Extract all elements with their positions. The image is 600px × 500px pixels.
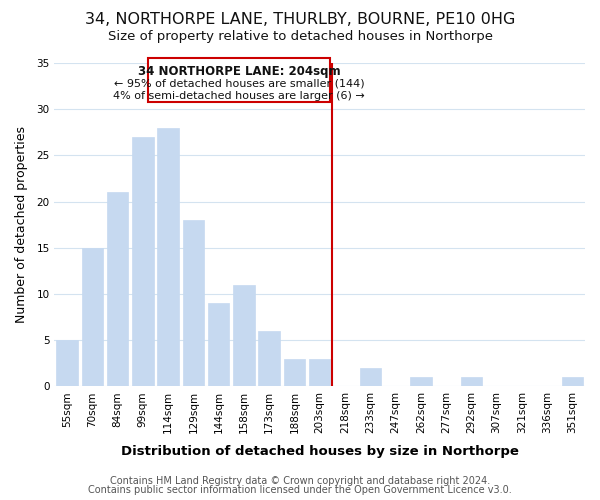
Text: ← 95% of detached houses are smaller (144): ← 95% of detached houses are smaller (14…: [113, 78, 364, 88]
Text: Size of property relative to detached houses in Northorpe: Size of property relative to detached ho…: [107, 30, 493, 43]
FancyBboxPatch shape: [148, 58, 330, 102]
Bar: [233, 285, 254, 386]
Bar: [132, 137, 154, 386]
X-axis label: Distribution of detached houses by size in Northorpe: Distribution of detached houses by size …: [121, 444, 518, 458]
Bar: [82, 248, 103, 386]
Bar: [56, 340, 78, 386]
Bar: [107, 192, 128, 386]
Bar: [284, 358, 305, 386]
Text: 4% of semi-detached houses are larger (6) →: 4% of semi-detached houses are larger (6…: [113, 90, 365, 101]
Bar: [410, 377, 431, 386]
Bar: [562, 377, 583, 386]
Bar: [182, 220, 204, 386]
Text: Contains HM Land Registry data © Crown copyright and database right 2024.: Contains HM Land Registry data © Crown c…: [110, 476, 490, 486]
Bar: [309, 358, 331, 386]
Bar: [259, 331, 280, 386]
Y-axis label: Number of detached properties: Number of detached properties: [15, 126, 28, 323]
Text: Contains public sector information licensed under the Open Government Licence v3: Contains public sector information licen…: [88, 485, 512, 495]
Text: 34, NORTHORPE LANE, THURLBY, BOURNE, PE10 0HG: 34, NORTHORPE LANE, THURLBY, BOURNE, PE1…: [85, 12, 515, 28]
Bar: [359, 368, 381, 386]
Bar: [208, 303, 229, 386]
Bar: [157, 128, 179, 386]
Bar: [461, 377, 482, 386]
Text: 34 NORTHORPE LANE: 204sqm: 34 NORTHORPE LANE: 204sqm: [137, 65, 340, 78]
